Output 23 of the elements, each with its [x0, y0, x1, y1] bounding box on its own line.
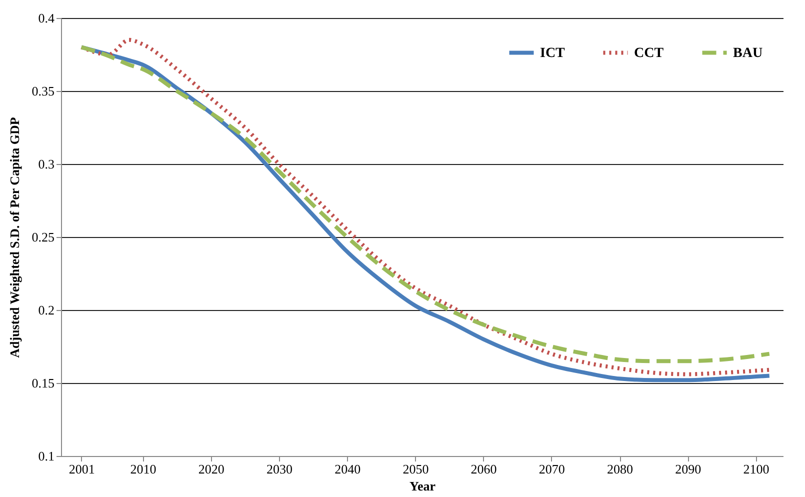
- legend-label: ICT: [540, 46, 566, 61]
- y-tick-label: 0.4: [38, 10, 55, 26]
- x-tick-label: 2100: [743, 462, 770, 476]
- x-axis-title: Year: [410, 478, 436, 494]
- x-tick-label: 2010: [130, 462, 156, 476]
- y-tick-label: 0.2: [38, 302, 54, 318]
- legend-label: CCT: [634, 46, 664, 61]
- x-tick-label: 2080: [607, 462, 634, 476]
- x-tick-label: 2020: [198, 462, 224, 476]
- y-tick-label: 0.1: [38, 448, 54, 464]
- legend-label: BAU: [733, 46, 763, 61]
- x-tick-label: 2060: [470, 462, 497, 476]
- x-tick-label: 2040: [334, 462, 361, 476]
- x-tick-label: 2050: [402, 462, 429, 476]
- x-tick-label: 2090: [675, 462, 702, 476]
- y-tick-label: 0.3: [38, 156, 54, 172]
- x-tick-label: 2001: [68, 462, 95, 476]
- x-tick-label: 2030: [266, 462, 292, 476]
- y-tick-label: 0.15: [32, 376, 54, 390]
- y-tick-label: 0.35: [32, 84, 54, 98]
- y-tick-label: 0.25: [32, 230, 54, 244]
- x-tick-label: 2070: [538, 462, 565, 476]
- y-axis-title: Adjusted Weighted S.D. of Per Capita GDP: [6, 117, 22, 358]
